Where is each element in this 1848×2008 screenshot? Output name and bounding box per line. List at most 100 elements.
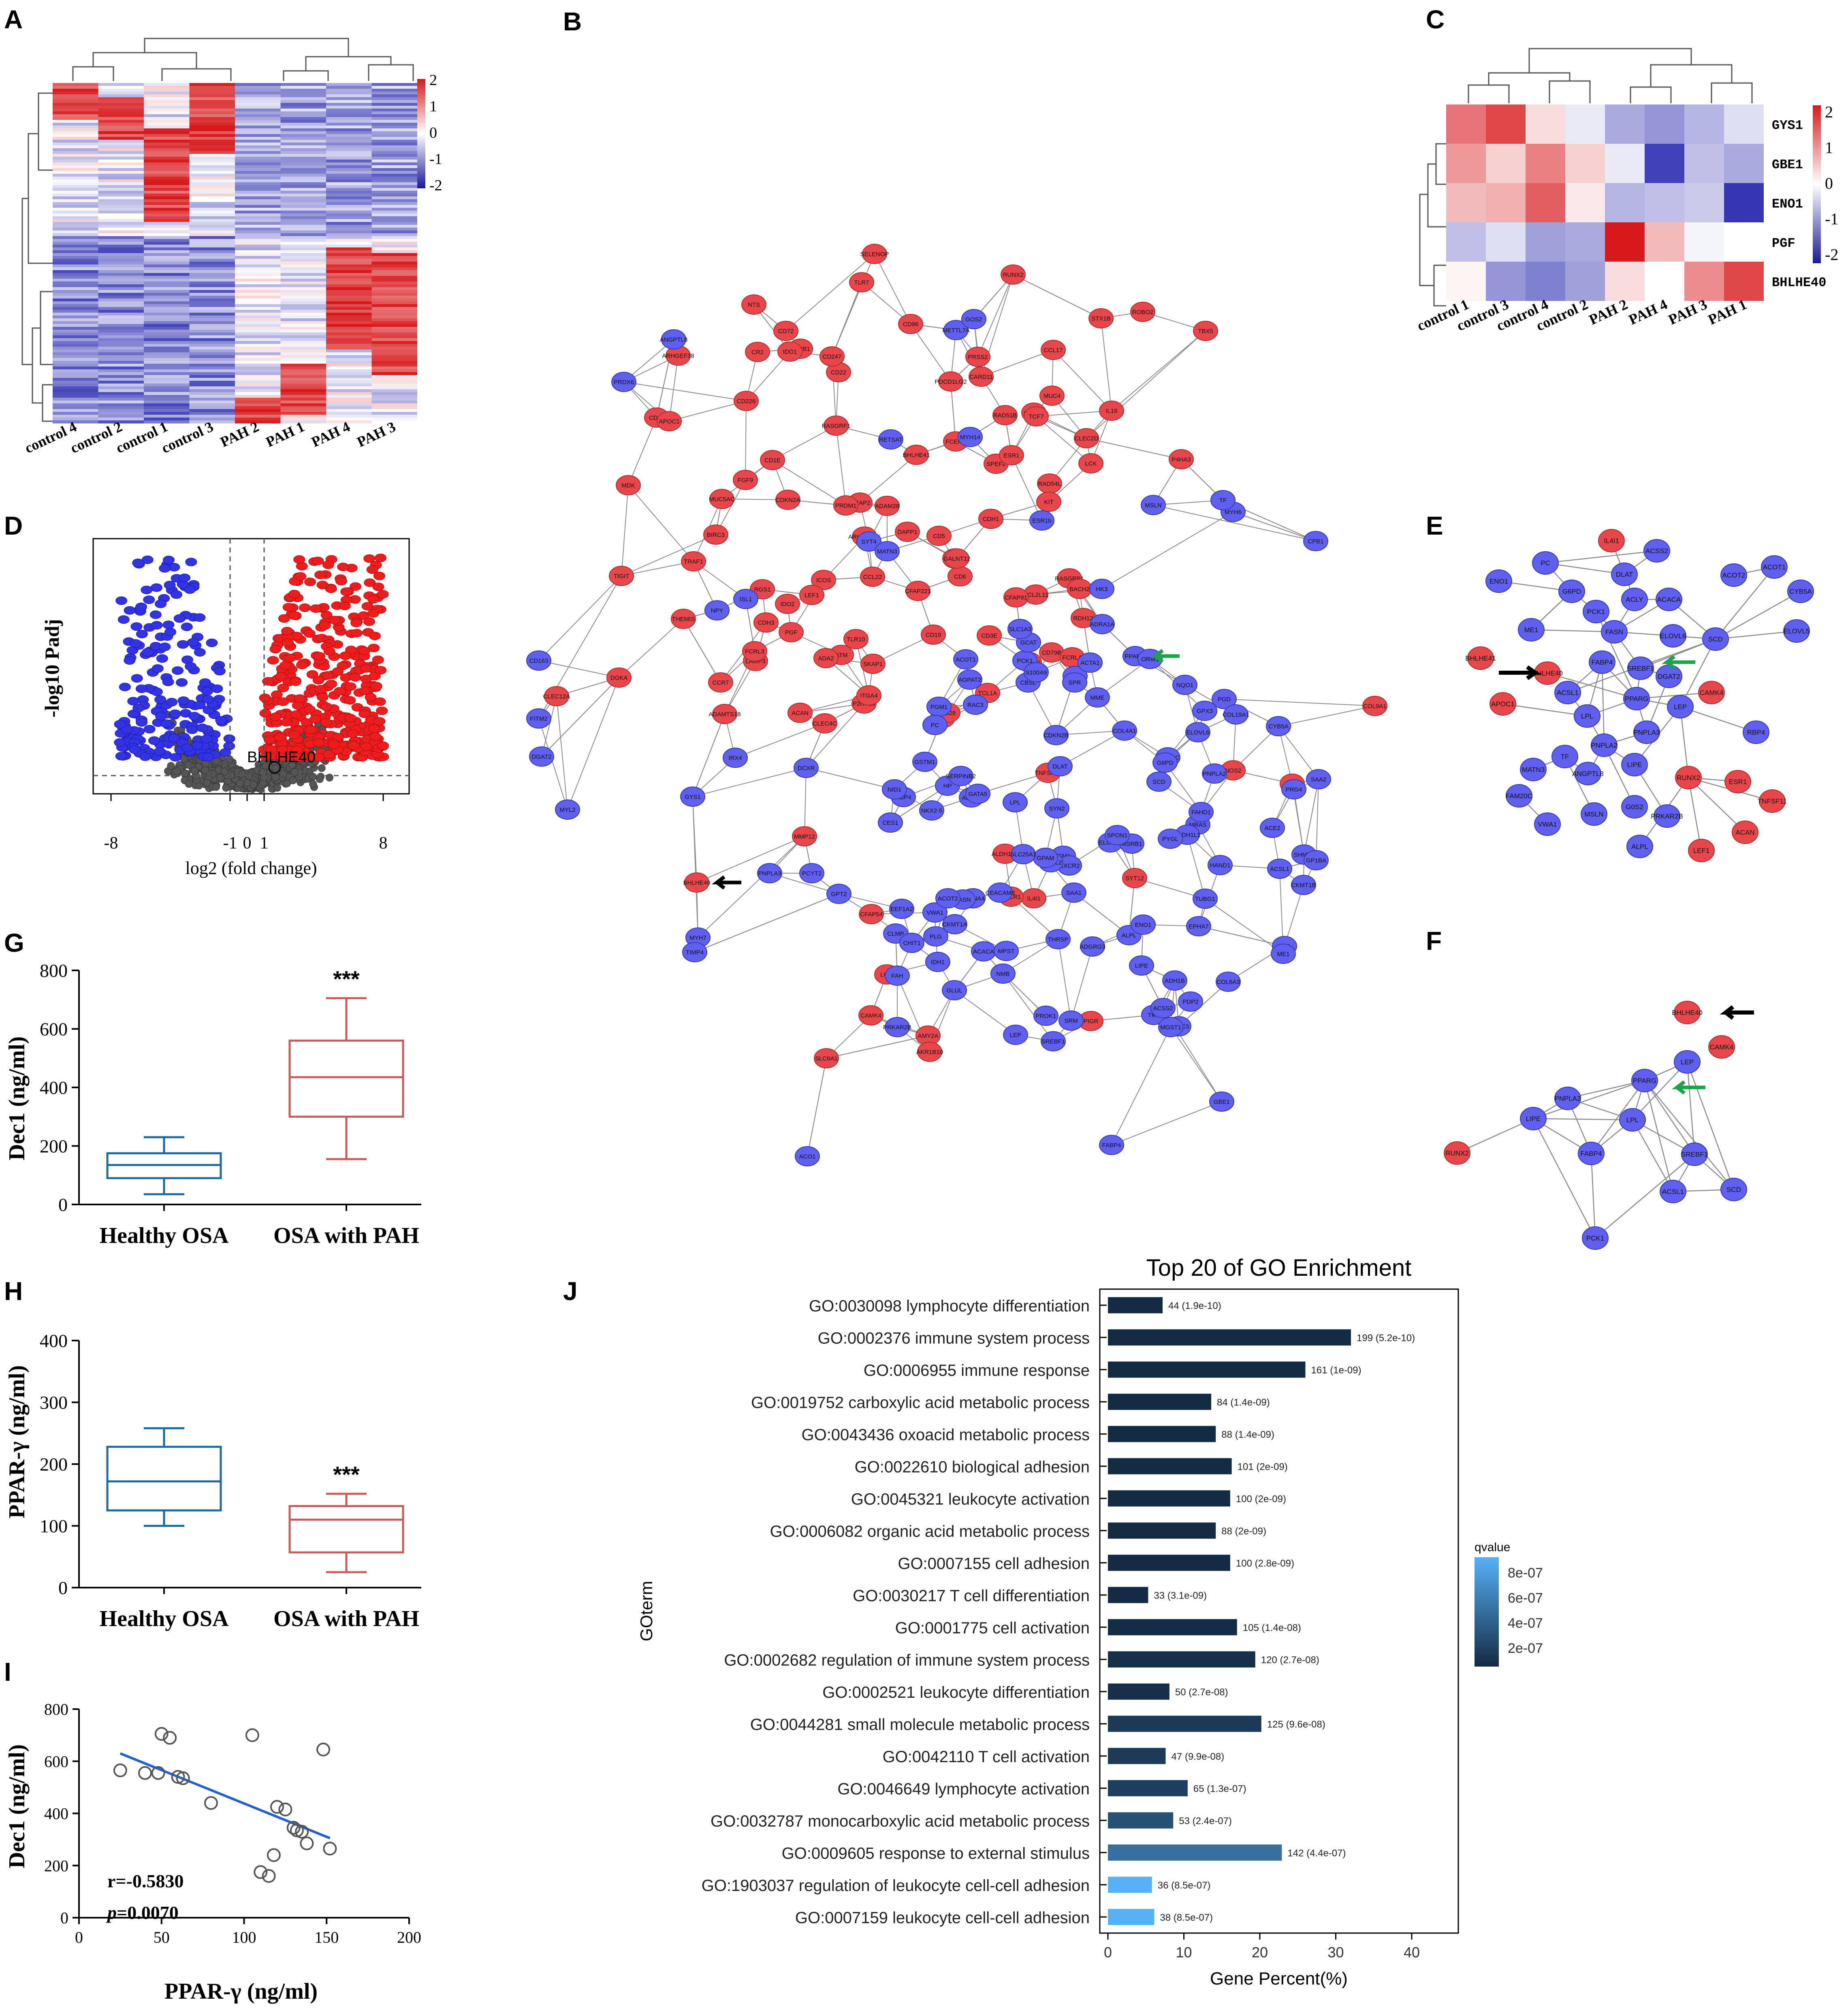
- panel-a-heatmap-cell: [98, 103, 144, 106]
- panel-a-heatmap-cell: [280, 318, 326, 322]
- panel-c-heatmap-cell: [1645, 104, 1684, 144]
- panel-a-heatmap-cell: [98, 338, 144, 341]
- panel-c-heatmap-cell: [1605, 183, 1645, 222]
- panel-e-node-label: ELOVL6: [1660, 632, 1686, 640]
- panel-b-node: [994, 941, 1019, 961]
- panel-a-heatmap-cell: [144, 143, 190, 146]
- panel-a-heatmap-cell: [53, 395, 98, 398]
- panel-b-node: [969, 367, 994, 387]
- panel-a-heatmap-cell: [189, 301, 235, 305]
- panel-d-point-down: [132, 558, 144, 567]
- panel-a-heatmap-cell: [326, 298, 372, 302]
- panel-a-heatmap-cell: [371, 89, 418, 92]
- panel-a-heatmap-cell: [144, 168, 190, 171]
- panel-b-node-label: ADRA1A: [1090, 621, 1114, 628]
- panel-e-node-label: APOC1: [1491, 700, 1515, 708]
- panel-a-heatmap-cell: [371, 318, 418, 322]
- panel-a-heatmap-cell: [189, 177, 235, 180]
- panel-c-heatmap-cell: [1486, 262, 1526, 301]
- panel-a-heatmap-cell: [235, 165, 281, 168]
- panel-j-bar-label: 88 (1.4e-09): [1221, 1429, 1274, 1440]
- panel-d-point-up: [335, 577, 347, 586]
- panel-a-heatmap-cell: [235, 94, 281, 98]
- panel-a-heatmap-cell: [235, 335, 281, 339]
- panel-a-heatmap-cell: [326, 412, 372, 415]
- panel-a-heatmap-cell: [371, 219, 418, 222]
- panel-b-node: [1011, 844, 1036, 864]
- panel-b-node-label: CFAP221: [905, 588, 931, 595]
- panel-a-heatmap-cell: [53, 165, 98, 168]
- panel-d-point: [318, 764, 326, 772]
- panel-b-node-label: FCRLA: [1062, 654, 1082, 661]
- panel-a-heatmap-cell: [235, 420, 281, 424]
- panel-b-node-label: TRAF1: [684, 558, 703, 565]
- panel-a-heatmap-cell: [98, 109, 144, 112]
- panel-c-heatmap-cell: [1605, 222, 1645, 262]
- panel-a-heatmap-cell: [144, 389, 190, 392]
- panel-a-heatmap-cell: [326, 386, 372, 390]
- panel-a-heatmap-cell: [98, 131, 144, 134]
- panel-b-node: [734, 391, 759, 411]
- panel-b-edge: [623, 382, 747, 401]
- panel-b-node: [878, 429, 903, 450]
- panel-b-node: [1152, 752, 1178, 773]
- panel-b-node: [813, 648, 839, 668]
- panel-a-heatmap-cell: [371, 230, 418, 234]
- boxG-y-tick-label: 0: [58, 1194, 68, 1215]
- panel-a-heatmap-cell: [189, 162, 235, 166]
- panel-a-heatmap-cell: [53, 97, 98, 100]
- panel-d-point-up: [377, 741, 389, 750]
- panel-a-heatmap-cell: [144, 403, 190, 407]
- panel-d-point-down: [155, 599, 167, 608]
- panel-a-heatmap-cell: [326, 202, 372, 205]
- panel-a-heatmap-cell: [326, 253, 372, 256]
- panel-a-heatmap-cell: [235, 199, 281, 203]
- panel-e-node-label: SCD: [1708, 635, 1723, 643]
- panel-a-heatmap-cell: [371, 253, 418, 256]
- panel-b-node-label: SAA1: [1066, 889, 1082, 896]
- panel-a-heatmap-cell: [371, 216, 418, 220]
- panel-b-node-label: CCL22: [863, 573, 882, 580]
- panel-b-node-label: FGF9: [738, 477, 753, 484]
- panel-b-node: [1001, 264, 1026, 285]
- panel-b-node: [799, 863, 824, 883]
- panel-i-y-tick-label: 0: [60, 1909, 68, 1927]
- panel-b-node-label: ICOS: [816, 577, 831, 584]
- panel-a-heatmap-cell: [53, 384, 98, 387]
- panel-a-heatmap-cell: [144, 89, 190, 92]
- panel-d-point-up: [288, 611, 300, 620]
- panel-a-heatmap-cell: [98, 160, 144, 163]
- panel-a-heatmap-cell: [189, 267, 235, 271]
- panel-a-heatmap-cell: [144, 250, 190, 254]
- panel-b-node-label: THRSP: [1048, 936, 1069, 943]
- panel-a-heatmap-cell: [235, 179, 281, 183]
- panel-b-edge: [1053, 350, 1112, 411]
- panel-a-heatmap-cell: [371, 83, 418, 86]
- panel-a-heatmap-cell: [144, 253, 190, 256]
- panel-d-point: [243, 779, 251, 787]
- panel-a-heatmap-cell: [189, 389, 235, 392]
- panel-a-heatmap-cell: [326, 415, 372, 418]
- panel-c-scale-tick: 1: [1825, 139, 1833, 157]
- panel-b-node-label: ACO1: [799, 1153, 816, 1160]
- panel-a-heatmap-cell: [189, 191, 235, 194]
- panel-d-point-up: [304, 578, 316, 586]
- panel-a-heatmap-cell: [235, 242, 281, 245]
- panel-d-point-up: [316, 693, 329, 701]
- panel-b-node-label: PRDX6: [614, 379, 634, 386]
- panel-a-heatmap-cell: [326, 216, 372, 220]
- panel-b-node-label: CDH1: [983, 516, 999, 522]
- panel-e-node-label: ME1: [1524, 626, 1539, 634]
- panel-b-edge: [745, 401, 747, 480]
- panel-a-heatmap-cell: [280, 267, 326, 271]
- panel-a-heatmap-cell: [98, 111, 144, 115]
- panel-b-node-label: PCK1: [1017, 657, 1033, 664]
- panel-d-point-down: [173, 614, 186, 623]
- panel-d-point: [185, 780, 193, 788]
- panel-a-heatmap-cell: [144, 140, 190, 143]
- panel-c-heatmap-cell: [1605, 144, 1645, 183]
- panel-a-heatmap-cell: [98, 273, 144, 276]
- panel-f-node-label: FABP4: [1581, 1150, 1602, 1157]
- panel-a-heatmap-cell: [53, 389, 98, 392]
- panel-a-heatmap-cell: [371, 264, 418, 268]
